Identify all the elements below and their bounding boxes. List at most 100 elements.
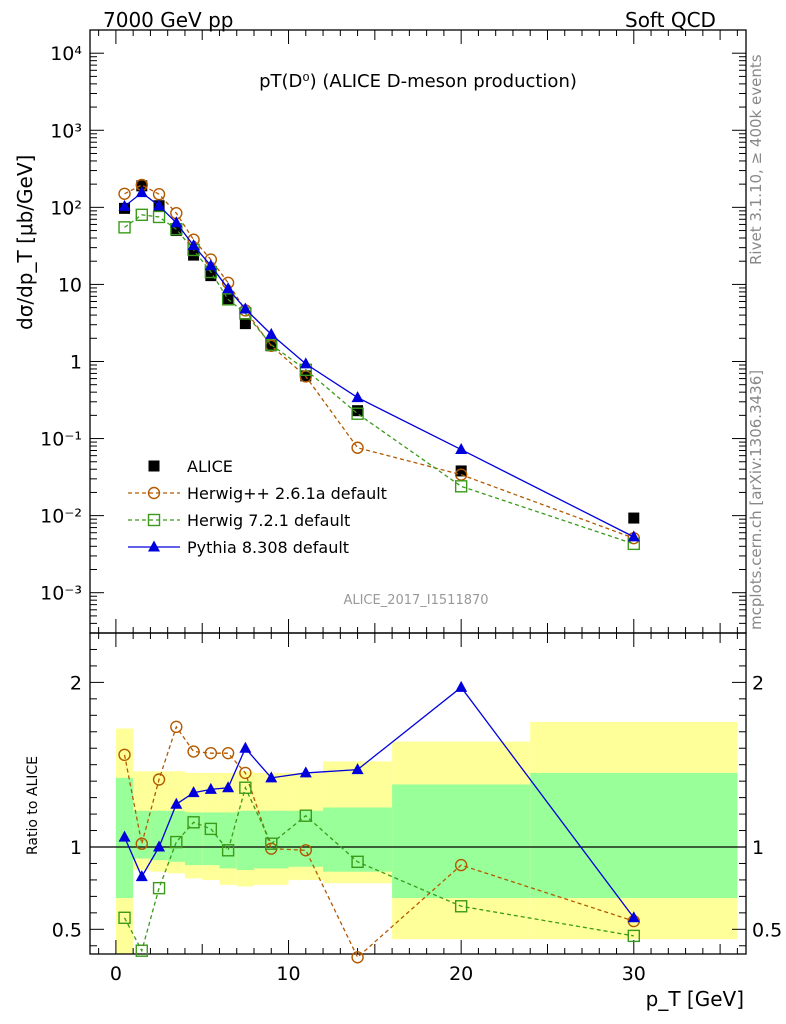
data-point bbox=[627, 911, 640, 923]
data-point bbox=[152, 773, 166, 786]
x-tick-label: 30 bbox=[622, 963, 646, 985]
ratio-uncertainty-bands bbox=[115, 721, 738, 954]
ratio-y-label: Ratio to ALICE bbox=[25, 756, 41, 855]
legend-label: Pythia 8.308 default bbox=[187, 538, 349, 557]
data-point bbox=[239, 766, 252, 780]
data-point bbox=[187, 238, 200, 250]
ratio-series-layer bbox=[118, 680, 640, 964]
data-point bbox=[455, 680, 468, 692]
x-tick-label: 0 bbox=[110, 963, 122, 985]
green-band bbox=[392, 784, 531, 899]
data-point bbox=[204, 746, 218, 760]
data-point bbox=[455, 443, 468, 455]
data-point bbox=[352, 405, 364, 417]
y-tick-label: 10 bbox=[58, 274, 82, 296]
data-point bbox=[136, 180, 148, 192]
data-point bbox=[265, 327, 278, 339]
legend-label: Herwig 7.2.1 default bbox=[187, 511, 350, 530]
svg-text:Ratio to ALICE: Ratio to ALICE bbox=[25, 756, 41, 855]
main-title: pT(D⁰) (ALICE D-meson production) bbox=[259, 71, 577, 92]
green-band bbox=[219, 812, 237, 869]
ratio-y-tick-label: 2 bbox=[752, 672, 764, 694]
green-band bbox=[288, 810, 324, 867]
data-point bbox=[170, 835, 183, 849]
data-point bbox=[454, 480, 468, 493]
data-point bbox=[118, 748, 131, 762]
green-band bbox=[133, 810, 151, 859]
data-point bbox=[627, 530, 640, 542]
data-point bbox=[135, 944, 148, 957]
data-point bbox=[351, 407, 364, 420]
legend-marker bbox=[147, 486, 161, 500]
green-band bbox=[202, 812, 220, 866]
data-point bbox=[222, 293, 234, 305]
data-point bbox=[454, 900, 468, 913]
data-point bbox=[170, 720, 183, 734]
data-point bbox=[627, 929, 640, 943]
data-point bbox=[118, 830, 131, 842]
x-tick-label: 20 bbox=[449, 963, 473, 985]
data-point bbox=[351, 951, 364, 964]
green-band bbox=[236, 810, 254, 871]
data-point bbox=[135, 837, 148, 850]
data-point bbox=[118, 187, 131, 200]
data-point bbox=[221, 746, 235, 760]
data-point bbox=[187, 786, 200, 798]
data-point bbox=[135, 186, 148, 198]
y-tick-label: 10² bbox=[50, 197, 82, 219]
data-point bbox=[222, 781, 235, 793]
series-line bbox=[123, 785, 634, 953]
legend-label: Herwig++ 2.6.1a default bbox=[187, 484, 387, 503]
data-point bbox=[351, 391, 364, 403]
data-point bbox=[265, 338, 278, 351]
data-point bbox=[204, 259, 217, 271]
data-point bbox=[170, 797, 183, 809]
green-band bbox=[150, 810, 168, 861]
data-point bbox=[204, 822, 218, 836]
y-tick-label: 10⁴ bbox=[50, 43, 82, 65]
tick-labels: 10⁻³ 10⁻² 10⁻¹ 1 10 10² 10³ 10⁴ 0 10 20 30 0.5 0.5 1 1 2… bbox=[40, 43, 782, 985]
green-band bbox=[184, 812, 203, 866]
data-point bbox=[153, 199, 166, 211]
ratio-y-tick-label: 2 bbox=[70, 672, 82, 694]
data-point bbox=[118, 911, 131, 924]
legend-marker bbox=[147, 513, 161, 527]
data-point bbox=[170, 225, 182, 237]
legend: ALICE Herwig++ 2.6.1a default Herwig 7.2.1… bbox=[128, 457, 387, 557]
ratio-y-tick-label: 1 bbox=[752, 837, 764, 859]
axis-ticks bbox=[90, 29, 746, 954]
data-point bbox=[239, 302, 252, 314]
x-axis-label: p_T [GeV] bbox=[646, 987, 744, 1011]
data-point bbox=[135, 870, 148, 882]
ratio-y-tick-label: 0.5 bbox=[752, 919, 782, 941]
data-point bbox=[135, 208, 148, 222]
data-point bbox=[187, 745, 200, 758]
series-line bbox=[124, 184, 635, 539]
data-point bbox=[265, 837, 278, 850]
ratio-y-tick-label: 0.5 bbox=[52, 919, 82, 941]
x-tick-label: 10 bbox=[276, 963, 300, 985]
data-point bbox=[221, 293, 235, 306]
y-tick-label: 10⁻³ bbox=[40, 583, 82, 605]
header-right: Soft QCD bbox=[625, 8, 716, 32]
y-tick-label: 1 bbox=[70, 351, 82, 373]
data-point bbox=[265, 771, 278, 783]
data-point bbox=[205, 270, 217, 282]
data-point bbox=[454, 858, 468, 872]
data-point bbox=[187, 816, 200, 829]
data-point bbox=[118, 221, 131, 234]
data-point bbox=[152, 881, 166, 895]
data-point bbox=[455, 465, 467, 477]
data-point bbox=[299, 357, 312, 369]
legend-marker bbox=[148, 540, 160, 552]
data-point bbox=[153, 840, 166, 852]
data-point bbox=[299, 809, 312, 822]
watermark: ALICE_2017_I1511870 bbox=[343, 593, 488, 608]
main-y-label: dσ/dp_T [μb/GeV] bbox=[13, 155, 37, 330]
legend-label: ALICE bbox=[187, 457, 233, 476]
data-point bbox=[299, 370, 312, 383]
data-point bbox=[170, 216, 183, 228]
legend-marker bbox=[148, 460, 160, 472]
svg-text:dσ/dp_T [μb/GeV]: dσ/dp_T [μb/GeV] bbox=[13, 155, 37, 330]
